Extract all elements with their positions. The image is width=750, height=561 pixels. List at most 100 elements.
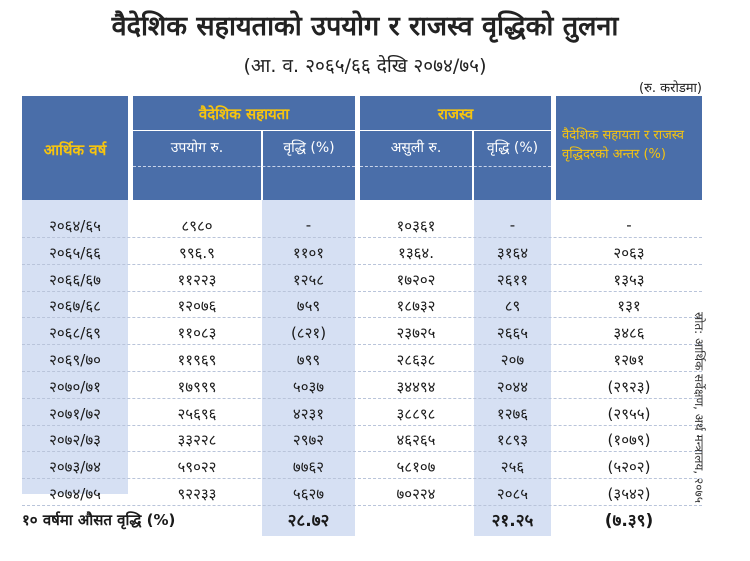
footer-rev-growth: २१.२५	[491, 511, 534, 531]
cell-aid-use: ३३२२८	[177, 431, 217, 449]
header-fiscal-year: आर्थिक वर्ष	[22, 96, 128, 200]
cell-revenue: ४६२६५	[396, 431, 436, 449]
cell-revenue: १७२०२	[396, 271, 436, 289]
cell-year: २०६५/६६	[49, 244, 101, 262]
cell-revenue: ५८१०७	[396, 458, 436, 476]
header-foreign-aid-label: वैदेशिक सहायता	[198, 105, 290, 123]
stripe-year	[22, 200, 128, 494]
cell-aid-growth: १२५८	[292, 271, 325, 289]
cell-aid-use: १७९९९	[177, 378, 217, 396]
cell-aid-growth: ११०१	[292, 244, 325, 262]
header-aid-growth: वृद्धि (%)	[283, 140, 335, 156]
page-title: वैदेशिक सहायताको उपयोग र राजस्व वृद्धिको…	[111, 11, 619, 42]
source-note: स्रोत: आर्थिक सर्वेक्षण, अर्थ मन्त्रालय,…	[692, 312, 706, 503]
header-foreign-aid: वैदेशिक सहायता उपयोग रु. वृद्धि (%)	[133, 96, 355, 200]
cell-aid-use: ८९८०	[181, 217, 213, 235]
cell-aid-growth: ७९९	[296, 351, 321, 369]
cell-difference: (२९५५)	[607, 405, 651, 423]
header-difference: वैदेशिक सहायता र राजस्व वृद्धिदरको अन्तर…	[556, 96, 702, 200]
stripe-aid-growth	[262, 200, 355, 536]
row-separator	[22, 344, 702, 345]
cell-aid-use: ११९६९	[177, 351, 217, 369]
cell-aid-use: १२०७६	[177, 297, 217, 315]
cell-year: २०६६/६७	[49, 271, 101, 289]
stripe-rev-growth	[474, 200, 551, 536]
cell-rev-growth: ३१६४	[496, 244, 529, 262]
cell-aid-use: २५६९६	[177, 405, 217, 423]
cell-year: २०७३/७४	[49, 458, 101, 476]
row-separator	[22, 291, 702, 292]
row-separator	[22, 451, 702, 452]
cell-rev-growth: १८९३	[496, 431, 529, 449]
cell-year: २०६९/७०	[49, 351, 101, 369]
row-separator	[22, 264, 702, 265]
cell-revenue: १३६४.	[398, 244, 434, 262]
cell-difference: २०६३	[613, 244, 645, 262]
header-fiscal-year-label: आर्थिक वर्ष	[43, 141, 107, 159]
cell-revenue: २८६३८	[396, 351, 436, 369]
row-separator	[22, 425, 702, 426]
cell-difference: १३१	[617, 297, 641, 315]
cell-revenue: ३४४९४	[396, 378, 436, 396]
cell-aid-growth: (८२१)	[290, 324, 327, 342]
cell-year: २०६८/६९	[49, 324, 101, 342]
cell-revenue: १८७३२	[396, 297, 436, 315]
cell-aid-growth: ५०३७	[292, 378, 325, 396]
cell-year: २०७२/७३	[49, 431, 101, 449]
footer-aid-growth: २८.७२	[287, 511, 330, 531]
unit-note: (रु. करोडमा)	[639, 81, 702, 96]
cell-difference: (२९२३)	[607, 378, 651, 396]
cell-rev-growth: २६६५	[496, 324, 529, 342]
header-aid-use: उपयोग रु.	[170, 140, 224, 156]
header-revenue: राजस्व असुली रु. वृद्धि (%)	[360, 96, 551, 200]
cell-rev-growth: २०८५	[496, 485, 529, 503]
row-separator	[22, 237, 702, 238]
header-revenue-collection: असुली रु.	[390, 140, 442, 156]
cell-aid-use: ११०८३	[177, 324, 217, 342]
cell-difference: १२७१	[613, 351, 645, 369]
header-difference-label: वैदेशिक सहायता र राजस्व वृद्धिदरको अन्तर…	[562, 128, 685, 162]
cell-difference: (५२०२)	[607, 458, 651, 476]
cell-revenue: ३८८९८	[396, 405, 436, 423]
cell-aid-growth: ४२३१	[292, 405, 325, 423]
cell-difference: १३५३	[613, 271, 645, 289]
footer-label: १० वर्षमा औसत वृद्धि (%)	[22, 511, 176, 529]
cell-rev-growth: १२७६	[496, 405, 529, 423]
cell-difference: (१०७९)	[607, 431, 651, 449]
cell-rev-growth: -	[509, 216, 516, 234]
row-separator	[22, 505, 702, 506]
cell-year: २०७०/७१	[49, 378, 101, 396]
row-separator	[22, 371, 702, 372]
cell-rev-growth: ८९	[504, 297, 521, 315]
cell-revenue: २३७२५	[396, 324, 436, 342]
cell-year: २०६४/६५	[49, 217, 101, 235]
cell-aid-growth: ७७६२	[292, 458, 325, 476]
cell-year: २०७४/७५	[49, 485, 101, 503]
cell-aid-use: ११२२३	[177, 271, 217, 289]
cell-aid-growth: -	[305, 216, 312, 234]
row-separator	[22, 478, 702, 479]
cell-year: २०७१/७२	[49, 405, 101, 423]
cell-aid-use: ९२२३३	[177, 485, 217, 503]
cell-rev-growth: २५६	[500, 458, 525, 476]
cell-revenue: १०३६१	[396, 217, 436, 235]
footer-difference: (७.३९)	[604, 511, 654, 531]
cell-difference: (३५४२)	[607, 485, 651, 503]
page-subtitle: (आ. व. २०६५/६६ देखि २०७४/७५)	[243, 55, 487, 77]
cell-rev-growth: २०४४	[496, 378, 529, 396]
cell-rev-growth: २०७	[500, 351, 525, 369]
row-separator	[22, 398, 702, 399]
cell-rev-growth: २६११	[496, 271, 529, 289]
cell-revenue: ७०२२४	[396, 485, 436, 503]
header-revenue-growth: वृद्धि (%)	[486, 140, 539, 156]
cell-aid-use: ९९६.९	[179, 244, 215, 262]
cell-aid-growth: २९७२	[292, 431, 325, 449]
cell-difference: ३४८६	[613, 324, 645, 342]
cell-year: २०६७/६८	[49, 297, 101, 315]
cell-difference: -	[626, 216, 632, 234]
row-separator	[22, 317, 702, 318]
cell-aid-use: ५९०२२	[177, 458, 217, 476]
cell-aid-growth: ५६२७	[292, 485, 325, 503]
cell-aid-growth: ७५९	[296, 297, 321, 315]
header-revenue-label: राजस्व	[437, 105, 474, 123]
